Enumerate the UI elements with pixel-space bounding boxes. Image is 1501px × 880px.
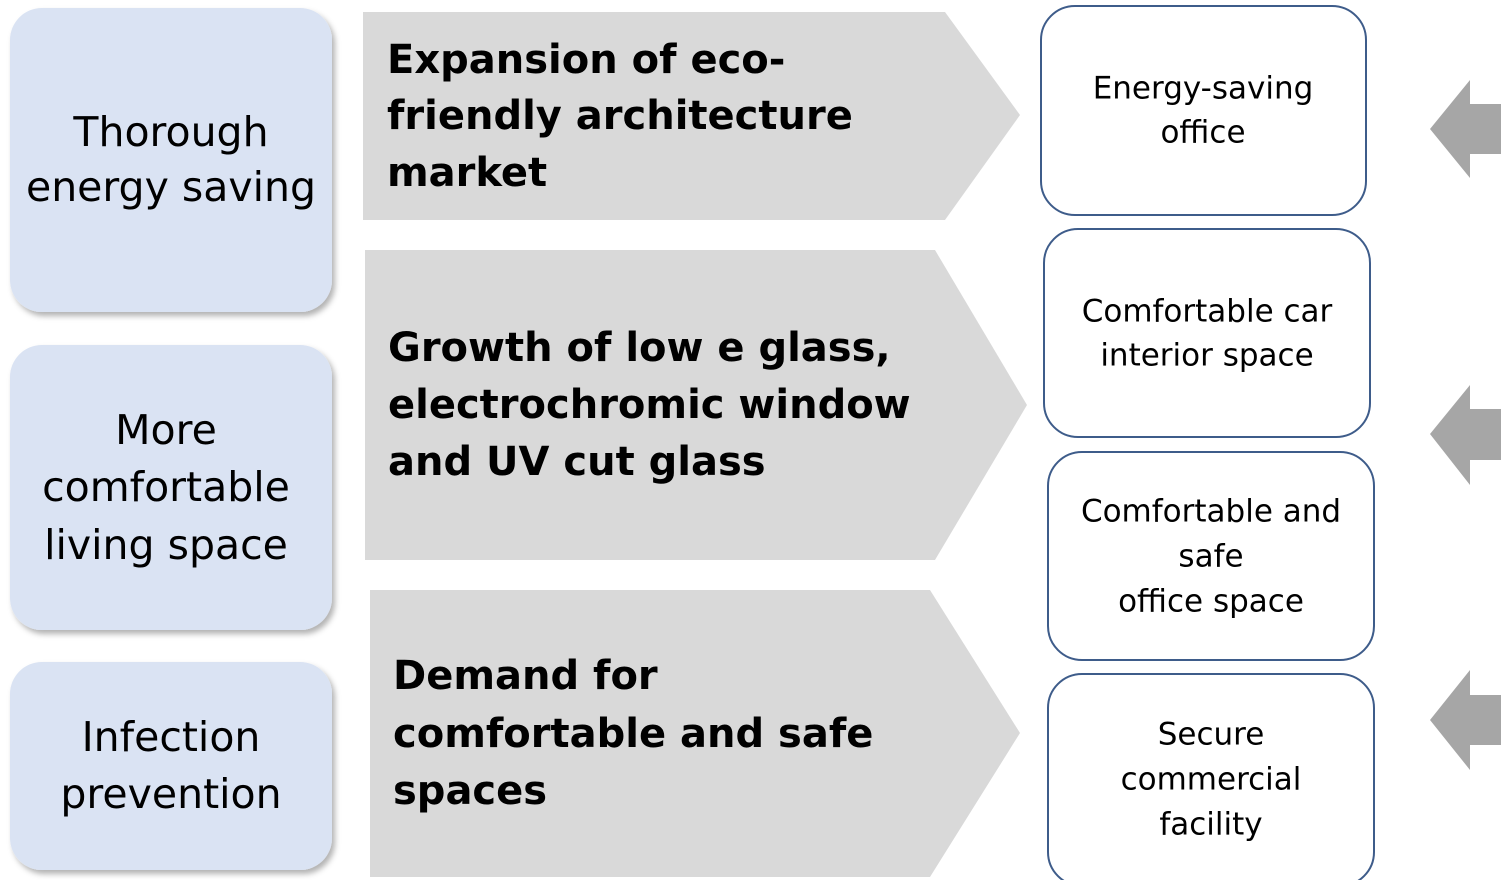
application-box xyxy=(1043,228,1371,438)
trend-text: market xyxy=(387,150,547,196)
trend-text: and UV cut glass xyxy=(388,439,766,485)
application-text: facility xyxy=(1159,807,1262,843)
driver-text: comfortable xyxy=(42,463,290,511)
trend-chevron xyxy=(365,250,1027,560)
application-text: office xyxy=(1160,115,1245,151)
arrow xyxy=(1430,385,1501,485)
driver-text: Thorough xyxy=(72,108,268,156)
driver-text: living space xyxy=(44,521,288,569)
application-text: office space xyxy=(1118,584,1304,620)
driver-text: energy saving xyxy=(26,163,316,211)
application-text: Secure xyxy=(1158,717,1265,753)
application-text: interior space xyxy=(1100,338,1313,374)
application-text: Comfortable car xyxy=(1082,294,1333,330)
application-box xyxy=(1047,451,1375,661)
trend-text: Growth of low e glass, xyxy=(388,325,891,371)
trend-chevron xyxy=(370,590,1020,877)
trend-text: electrochromic window xyxy=(388,382,911,428)
trend-text: Demand for xyxy=(393,653,658,699)
driver-text: Infection xyxy=(82,713,261,761)
trend-text: Expansion of eco- xyxy=(387,37,785,83)
application-text: Energy-saving xyxy=(1093,71,1314,107)
trend-text: friendly architecture xyxy=(387,93,853,139)
trend-chevron xyxy=(363,12,1020,220)
driver-text: More xyxy=(115,406,217,454)
trend-text: comfortable and safe xyxy=(393,711,873,757)
driver-box xyxy=(10,662,332,870)
driver-box xyxy=(10,8,332,312)
application-box xyxy=(1040,5,1367,216)
driver-box xyxy=(10,345,332,630)
application-box xyxy=(1047,673,1375,880)
arrow xyxy=(1430,80,1501,178)
trend-text: spaces xyxy=(393,768,547,814)
driver-text: prevention xyxy=(60,770,281,818)
application-text: safe xyxy=(1178,539,1243,575)
arrow xyxy=(1430,670,1501,770)
application-text: commercial xyxy=(1121,762,1302,798)
application-text: Comfortable and xyxy=(1081,494,1341,530)
